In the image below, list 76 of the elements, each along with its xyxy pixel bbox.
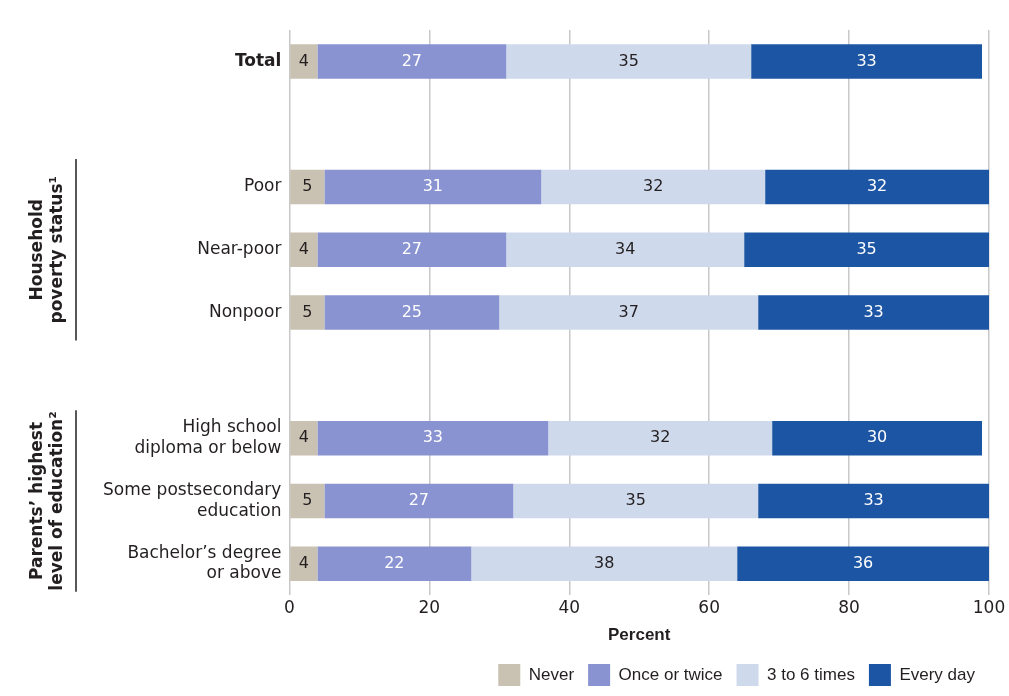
bar xyxy=(772,420,982,456)
bar xyxy=(744,232,989,268)
bar xyxy=(541,169,766,205)
data-label: 33 xyxy=(863,490,884,510)
x-tick-label: 40 xyxy=(558,596,581,617)
bar xyxy=(324,169,542,205)
bar xyxy=(499,295,759,330)
y-tick-label: Some postsecondary education xyxy=(102,479,282,520)
data-label: 22 xyxy=(384,552,405,572)
bar xyxy=(506,232,745,268)
data-label: 4 xyxy=(298,552,309,572)
data-label: 38 xyxy=(594,552,615,572)
bar xyxy=(751,44,982,79)
bar xyxy=(758,483,989,519)
bar xyxy=(317,546,472,582)
bar xyxy=(317,44,507,79)
x-tick-label: 20 xyxy=(418,596,441,617)
data-label: 34 xyxy=(615,238,636,258)
data-label: 27 xyxy=(401,238,423,258)
data-label: 32 xyxy=(866,176,888,196)
bar xyxy=(324,483,514,519)
legend-label: Every day xyxy=(899,664,976,684)
legend-label: Once or twice xyxy=(618,664,723,684)
legend-label: 3 to 6 times xyxy=(767,664,855,684)
data-label: 4 xyxy=(298,238,309,258)
bar xyxy=(290,420,318,456)
data-label: 25 xyxy=(401,301,423,321)
data-label: 27 xyxy=(401,50,423,70)
data-label: 35 xyxy=(856,238,877,258)
bar xyxy=(290,232,318,268)
text: Parents’ highest level of education² xyxy=(26,411,67,591)
bar xyxy=(548,420,773,456)
data-label: 5 xyxy=(302,301,313,321)
data-label: 35 xyxy=(618,50,639,70)
x-tick-label: 80 xyxy=(838,596,860,617)
x-tick-label: 100 xyxy=(972,596,1006,617)
bar xyxy=(290,483,325,519)
data-label: 35 xyxy=(625,490,646,510)
data-label: 33 xyxy=(856,50,877,70)
y-tick-label: Nonpoor xyxy=(208,301,282,322)
bar xyxy=(324,295,500,330)
data-label: 4 xyxy=(298,427,309,447)
y-tick-label: Total xyxy=(234,49,282,70)
bar xyxy=(290,169,325,205)
y-tick-label: Poor xyxy=(243,175,282,196)
y-tick-label: Near-poor xyxy=(197,238,282,259)
data-label: 4 xyxy=(298,50,309,70)
data-label: 33 xyxy=(863,301,884,321)
y-tick-label: High school diploma or below xyxy=(134,416,282,457)
data-label: 31 xyxy=(422,176,444,196)
data-label: 30 xyxy=(866,427,888,447)
bar xyxy=(506,44,752,79)
bar xyxy=(317,420,549,456)
data-label: 27 xyxy=(408,490,430,510)
data-label: 33 xyxy=(422,427,444,447)
bar xyxy=(737,546,989,582)
data-label: 5 xyxy=(302,490,313,510)
x-tick-label: 60 xyxy=(698,596,720,617)
x-axis-title: Percent xyxy=(608,625,671,645)
bar xyxy=(290,295,325,330)
data-label: 36 xyxy=(852,552,874,572)
bar xyxy=(758,295,989,330)
legend-label: Never xyxy=(528,664,575,684)
data-label: 32 xyxy=(650,427,671,447)
bar xyxy=(471,546,738,582)
bar xyxy=(317,232,507,268)
data-label: 37 xyxy=(618,301,639,321)
bar xyxy=(765,169,989,205)
bar xyxy=(290,44,318,79)
bar xyxy=(290,546,318,582)
y-tick-label: Bachelor’s degree or above xyxy=(127,542,282,583)
data-label: 5 xyxy=(302,176,313,196)
data-label: 32 xyxy=(643,176,664,196)
text: Household poverty status¹ xyxy=(26,176,67,324)
bar xyxy=(513,483,759,519)
x-tick-label: 0 xyxy=(284,596,295,617)
